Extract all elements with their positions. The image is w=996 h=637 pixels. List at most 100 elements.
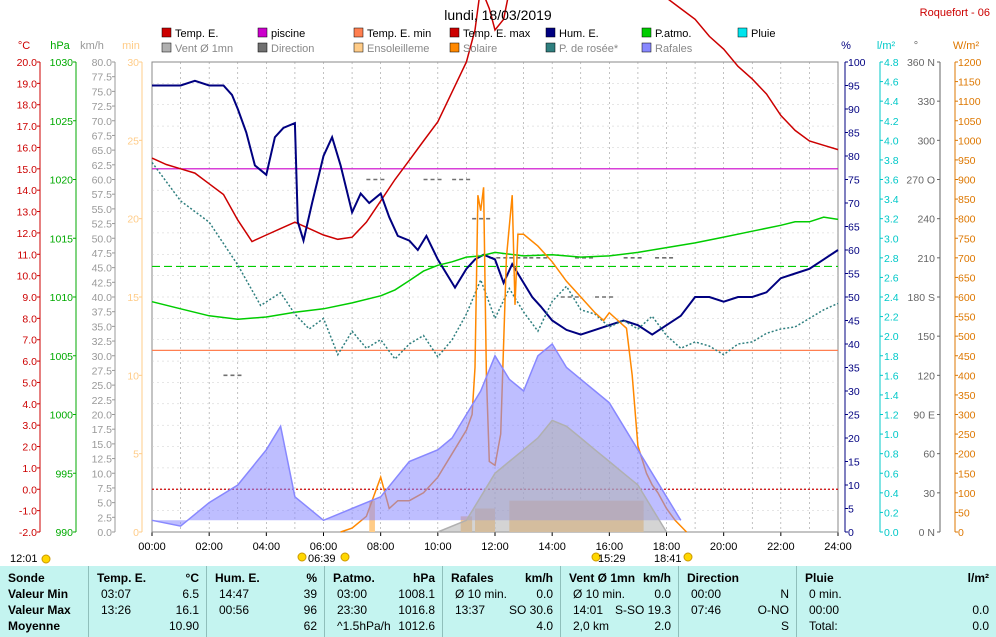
- legend-swatch: [641, 42, 652, 53]
- wind-tick-label: 27.5: [92, 365, 113, 377]
- humidity-tick-label: 20: [848, 433, 860, 445]
- stat-value: S-SO 19.3: [614, 603, 671, 617]
- stat-column: Vent Ø 1mn km/h Ø 10 min. 0.0 14:01 S-SO 19.3…: [560, 566, 679, 637]
- stat-title: Sonde: [8, 571, 45, 585]
- stat-row: S: [679, 618, 797, 634]
- direction-tick-label: 0 N: [919, 527, 935, 539]
- solar-tick-label: 850: [958, 194, 976, 206]
- humidity-tick-label: 15: [848, 457, 860, 469]
- stat-time: 13:37: [455, 603, 486, 617]
- wind-tick-label: 30.0: [92, 351, 113, 363]
- rain-tick-label: 4.6: [884, 77, 899, 89]
- stat-row: 03:07 6.5: [89, 586, 207, 602]
- solar-tick-label: 650: [958, 272, 976, 284]
- temp-tick-label: 0.0: [22, 484, 37, 496]
- legend-label: Temp. E. min: [367, 28, 431, 40]
- rain-tick-label: 0.6: [884, 468, 899, 480]
- direction-tick-label: 240: [917, 214, 935, 226]
- solar-tick-label: 400: [958, 370, 976, 382]
- stat-value: 2.0: [654, 619, 671, 633]
- x-tick-label: 16:00: [596, 541, 624, 553]
- solar-axis-unit: W/m²: [953, 40, 980, 52]
- minutes-tick-label: 15: [127, 292, 139, 304]
- stat-row: ^1.5hPa/h 1012.6: [325, 618, 443, 634]
- humidity-tick-label: 65: [848, 222, 860, 234]
- temp-tick-label: 20.0: [17, 57, 38, 69]
- direction-axis-unit: °: [914, 40, 918, 52]
- rain-tick-label: 0.0: [884, 527, 899, 539]
- stat-row: 07:46 O-NO: [679, 602, 797, 618]
- wind-tick-label: 57.5: [92, 189, 113, 201]
- legend-swatch: [641, 27, 652, 38]
- stat-row-label: Valeur Min: [8, 587, 69, 601]
- direction-tick-label: 270 O: [906, 175, 935, 187]
- wind-tick-label: 45.0: [92, 263, 113, 275]
- stat-time: 0 min.: [809, 587, 842, 601]
- pressure-tick-label: 1015: [50, 233, 74, 245]
- legend: Temp. E. piscine Temp. E. min Temp. E. max H…: [161, 27, 775, 55]
- rain-tick-label: 1.8: [884, 351, 899, 363]
- legend-swatch: [545, 27, 556, 38]
- stat-title: Vent Ø 1mn: [569, 571, 636, 585]
- stat-header: Rafales km/h: [443, 570, 561, 586]
- wind-tick-label: 25.0: [92, 380, 113, 392]
- legend-swatch: [353, 27, 364, 38]
- stat-time: Total:: [809, 619, 838, 633]
- rain-tick-label: 0.8: [884, 449, 899, 461]
- legend-label: Direction: [271, 43, 314, 55]
- minutes-tick-label: 20: [127, 214, 139, 226]
- x-tick-label: 08:00: [367, 541, 395, 553]
- stat-time: ^1.5hPa/h: [337, 619, 391, 633]
- legend-swatch: [257, 42, 268, 53]
- stat-title: Direction: [687, 571, 740, 585]
- legend-label: Vent Ø 1mn: [175, 43, 233, 55]
- stat-column: Hum. E.% 14:47 39 00:56 96 62: [206, 566, 325, 637]
- minutes-axis-unit: min: [122, 40, 140, 52]
- temp-tick-label: 7.0: [22, 335, 37, 347]
- rain-tick-label: 2.0: [884, 331, 899, 343]
- stat-row: Total: 0.0: [797, 618, 996, 634]
- rain-tick-label: 3.8: [884, 155, 899, 167]
- temp-tick-label: 13.0: [17, 207, 38, 219]
- x-tick-label: 18:00: [653, 541, 681, 553]
- humidity-axis-unit: %: [841, 40, 851, 52]
- temp-tick-label: 17.0: [17, 121, 38, 133]
- legend-label: Hum. E.: [559, 28, 599, 40]
- stat-unit: hPa: [412, 571, 435, 585]
- pressure-tick-label: 1010: [50, 292, 74, 304]
- wind-tick-label: 7.5: [97, 483, 112, 495]
- sun-icon: [41, 554, 51, 564]
- solar-tick-label: 1150: [958, 77, 981, 89]
- legend-label: Temp. E.: [175, 28, 218, 40]
- wind-tick-label: 32.5: [92, 336, 113, 348]
- solar-noon-label: 15:29: [598, 553, 626, 565]
- stat-row: 14:01 S-SO 19.3: [561, 602, 679, 618]
- stat-title: Hum. E.: [215, 571, 260, 585]
- stat-time: 03:07: [101, 587, 132, 601]
- stat-row: Ø 10 min. 0.0: [443, 586, 561, 602]
- stat-title: Temp. E.: [97, 571, 147, 585]
- temp-tick-label: 16.0: [17, 142, 38, 154]
- stat-value: 1012.6: [398, 619, 435, 633]
- direction-tick-label: 30: [923, 488, 935, 500]
- wind-tick-label: 72.5: [92, 101, 113, 113]
- rain-tick-label: 1.6: [884, 370, 899, 382]
- solar-tick-label: 750: [958, 233, 976, 245]
- minutes-tick-label: 10: [127, 370, 139, 382]
- x-tick-label: 06:00: [310, 541, 338, 553]
- stat-value: 0.0: [536, 587, 553, 601]
- direction-tick-label: 300: [917, 135, 935, 147]
- series-p-de-ros-e-: [151, 161, 839, 361]
- legend-swatch: [257, 27, 268, 38]
- temp-tick-label: -2.0: [19, 527, 37, 539]
- wind-tick-label: 77.5: [92, 72, 113, 84]
- stat-row: 0 min.: [797, 586, 996, 602]
- legend-label: Rafales: [655, 43, 693, 55]
- legend-swatch: [353, 42, 364, 53]
- temp-tick-label: 14.0: [17, 185, 38, 197]
- solar-tick-label: 50: [958, 507, 970, 519]
- stat-time: 03:00: [337, 587, 368, 601]
- legend-label: Pluie: [751, 28, 775, 40]
- legend-label: piscine: [271, 28, 305, 40]
- temp-tick-label: 9.0: [22, 292, 37, 304]
